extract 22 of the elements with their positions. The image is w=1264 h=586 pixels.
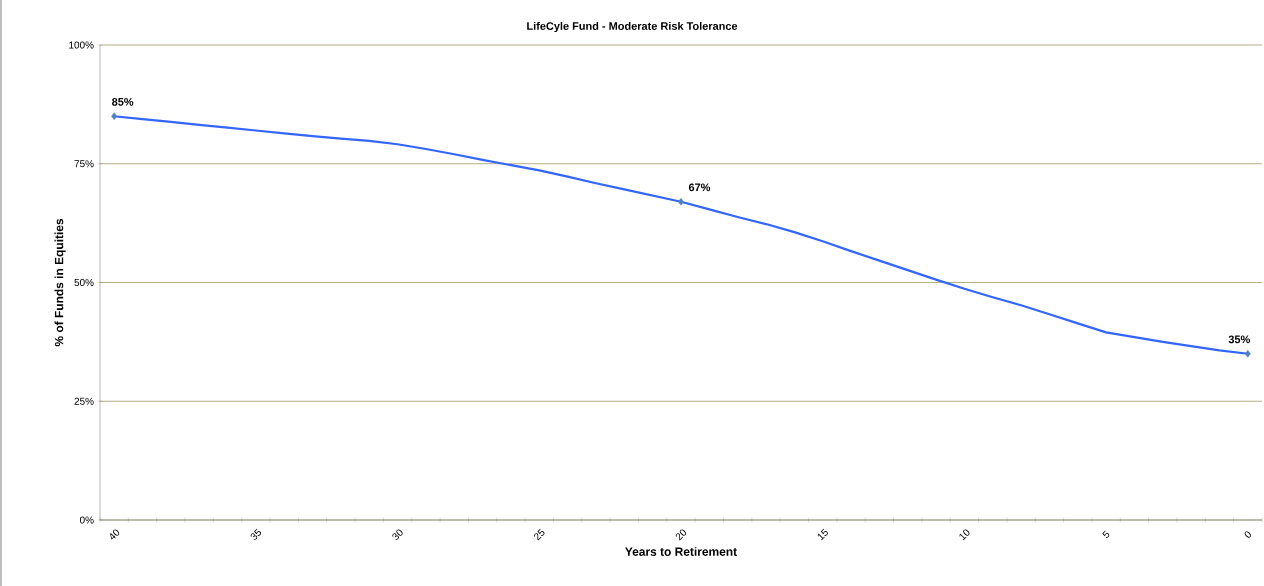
x-tick-label: 40: [110, 529, 120, 540]
x-axis-title: Years to Retirement: [625, 547, 737, 556]
data-label: 67%: [688, 183, 711, 192]
point: [1244, 349, 1251, 358]
chart-title: LifeCyle Fund - Moderate Risk Tolerance: [527, 21, 738, 33]
x-tick-label: 0: [1244, 531, 1251, 538]
data-label: 85%: [112, 97, 134, 106]
y-axis-title: % of Funds in Equities: [54, 218, 66, 347]
x-tick-label: 30: [392, 529, 403, 540]
x-tick-label: 10: [959, 529, 970, 541]
x-tick-label: 20: [675, 529, 687, 541]
x-tick-label: 5: [1102, 530, 1110, 538]
y-tick-label: 75%: [74, 160, 94, 168]
data-label: 35%: [1228, 335, 1250, 344]
y-tick-label: 25%: [74, 397, 94, 405]
y-tick-label: 100%: [69, 41, 94, 49]
x-tick-label: 15: [817, 528, 828, 541]
point: [111, 112, 118, 121]
y-tick-label: 50%: [74, 278, 94, 287]
x-tick-label: 25: [534, 528, 545, 541]
y-tick-label: 0%: [79, 516, 94, 524]
x-tick-label: 35: [250, 528, 262, 540]
